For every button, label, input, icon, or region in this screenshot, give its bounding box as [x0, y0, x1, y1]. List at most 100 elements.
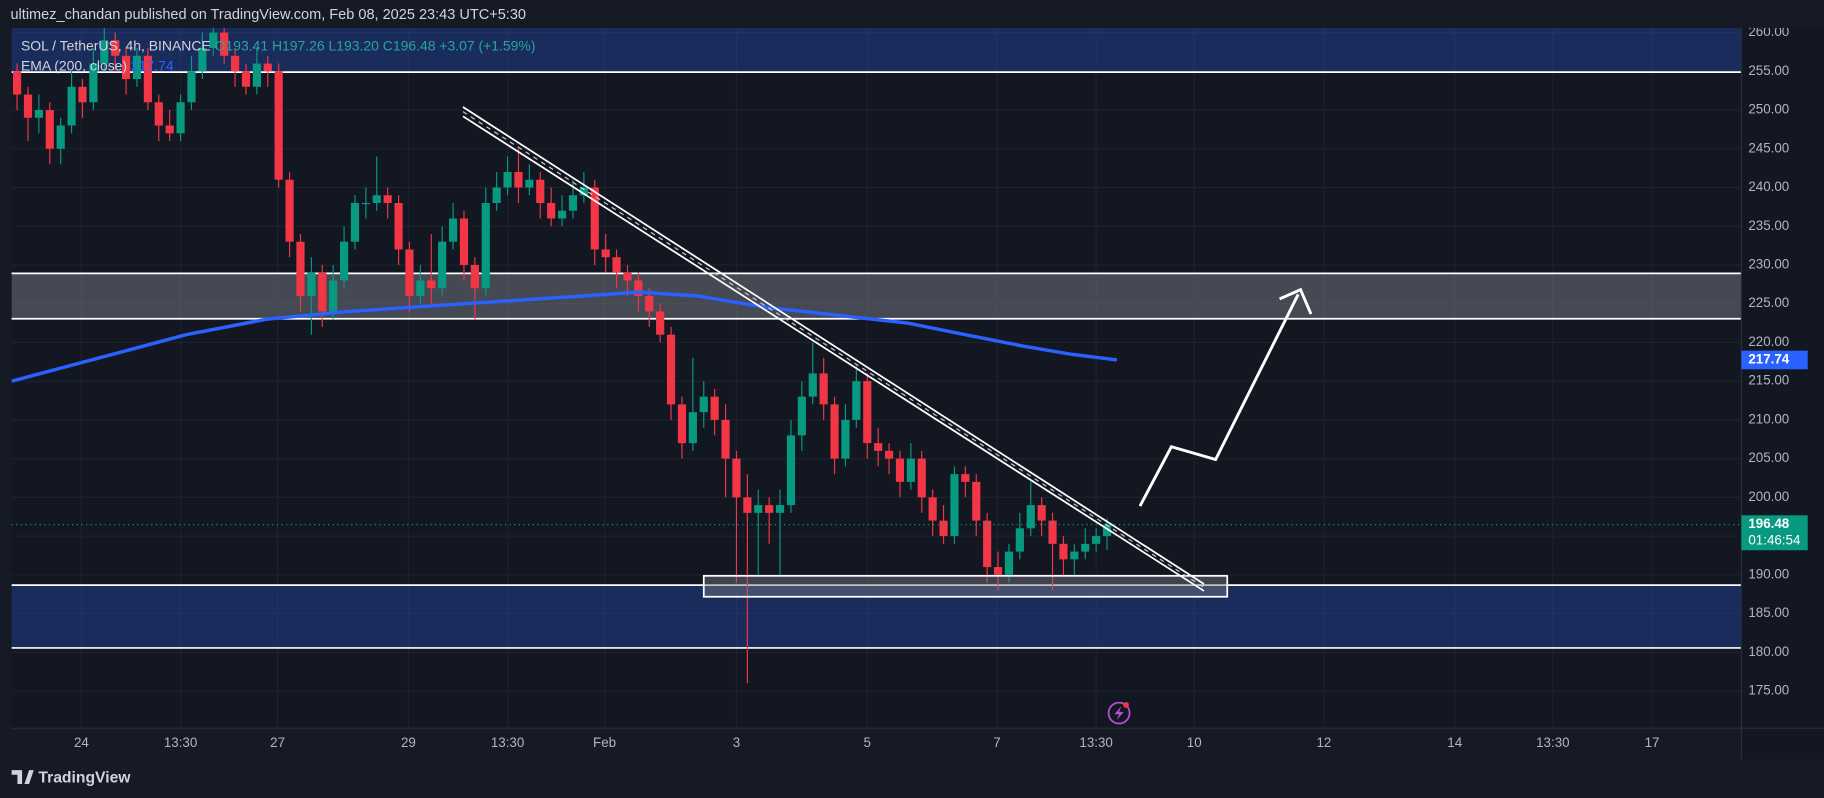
candle-body: [503, 172, 512, 188]
y-tick-label: 255.00: [1748, 63, 1789, 78]
candle-body: [579, 187, 588, 196]
y-tick-label: 180.00: [1748, 644, 1789, 659]
candle-body: [394, 202, 403, 250]
candle-body: [339, 241, 349, 281]
candle-body: [307, 272, 316, 296]
candle-body: [699, 396, 708, 413]
x-tick-label: 3: [733, 735, 740, 750]
candle-body: [1102, 524, 1112, 537]
support-zone: [11, 585, 1742, 648]
trendline: [462, 106, 1205, 585]
candle-body: [917, 458, 926, 498]
candle-body: [1092, 536, 1101, 544]
candle-body: [928, 497, 937, 521]
y-tick-label: 220.00: [1748, 334, 1789, 349]
x-tick-label: 12: [1317, 735, 1332, 750]
candle-body: [318, 272, 327, 312]
candle-body: [252, 63, 261, 87]
x-tick-label: 13:30: [164, 735, 197, 750]
last-price-tag: [1741, 515, 1808, 551]
price-axis: [1741, 27, 1824, 759]
candle-body: [1070, 551, 1079, 560]
candle-body: [220, 32, 229, 56]
legend-ema-name: EMA (200, close): [21, 57, 127, 73]
candle-body: [547, 202, 556, 219]
candle-body: [187, 71, 196, 103]
candle-body: [470, 264, 479, 289]
candle-body: [656, 311, 665, 335]
candle-body: [89, 63, 98, 103]
candle-body: [623, 272, 632, 281]
x-tick-label: 13:30: [1536, 735, 1569, 750]
candle-body: [230, 55, 240, 72]
candle-body: [993, 567, 1003, 575]
candle-body: [514, 172, 523, 188]
candle-body: [154, 102, 163, 126]
candle-body: [383, 195, 392, 203]
resistance-zone: [11, 27, 1742, 73]
candle-body: [198, 48, 207, 72]
legend-open: O193.41: [215, 37, 269, 53]
candle-body: [263, 63, 272, 72]
legend-ema: EMA (200, close) 217.74: [21, 57, 174, 73]
candle-body: [372, 195, 381, 203]
byline: ultimez_chandan published on TradingView…: [10, 7, 526, 23]
y-tick-label: 175.00: [1748, 683, 1789, 698]
candle-body: [852, 381, 861, 420]
candle-body: [361, 202, 370, 205]
candle-body: [100, 40, 109, 64]
candle-body: [427, 280, 436, 289]
candle-body: [1037, 505, 1046, 521]
candle-body: [601, 249, 610, 258]
candle-body: [329, 280, 338, 312]
candle-body: [721, 419, 730, 459]
plot-area: [11, 27, 1742, 729]
y-tick-label: 215.00: [1748, 373, 1789, 388]
candle-body: [743, 497, 752, 513]
candle-body: [939, 520, 948, 537]
candle-body: [1004, 551, 1014, 575]
candle-body: [983, 520, 992, 568]
candle-body: [56, 125, 65, 149]
projection-arrow: [1138, 293, 1300, 507]
trendline: [462, 115, 1205, 592]
candle-body: [416, 280, 425, 296]
x-tick-label: 17: [1645, 735, 1660, 750]
brand: TradingView: [38, 769, 131, 786]
candle-body: [405, 249, 414, 296]
candle-body: [732, 458, 741, 498]
candle-body: [274, 71, 283, 180]
candle-body: [950, 474, 959, 537]
ema-tag: [1741, 350, 1808, 370]
footer-bar: [0, 758, 1824, 798]
legend-low: L193.20: [329, 37, 380, 53]
x-tick-label: 29: [401, 735, 416, 750]
candle-body: [634, 280, 643, 296]
candle-body: [1081, 543, 1090, 552]
candle-body: [590, 187, 599, 250]
candle-body: [568, 195, 578, 211]
candle-body: [438, 241, 447, 289]
y-tick-label: 210.00: [1748, 411, 1789, 426]
candle-body: [67, 86, 76, 126]
supply-zone: [11, 273, 1742, 319]
candle-body: [786, 435, 796, 506]
candle-body: [557, 210, 567, 219]
arrow-head: [1279, 287, 1313, 315]
logo: [11, 770, 34, 785]
event-icon[interactable]: [1107, 701, 1131, 725]
candle-body: [459, 218, 469, 265]
candle-body: [34, 110, 43, 118]
x-tick-label: Feb: [593, 735, 616, 750]
candle-body: [775, 505, 785, 513]
candle-body: [536, 179, 545, 203]
x-tick-label: 13:30: [491, 735, 524, 750]
legend-close: C196.48: [383, 37, 436, 53]
candle-body: [645, 295, 654, 312]
y-tick-label: 250.00: [1748, 102, 1789, 117]
last-price-label: 196.48: [1748, 516, 1789, 531]
candle-body: [819, 373, 828, 405]
candle-body: [688, 412, 697, 444]
candle-body: [481, 202, 490, 289]
